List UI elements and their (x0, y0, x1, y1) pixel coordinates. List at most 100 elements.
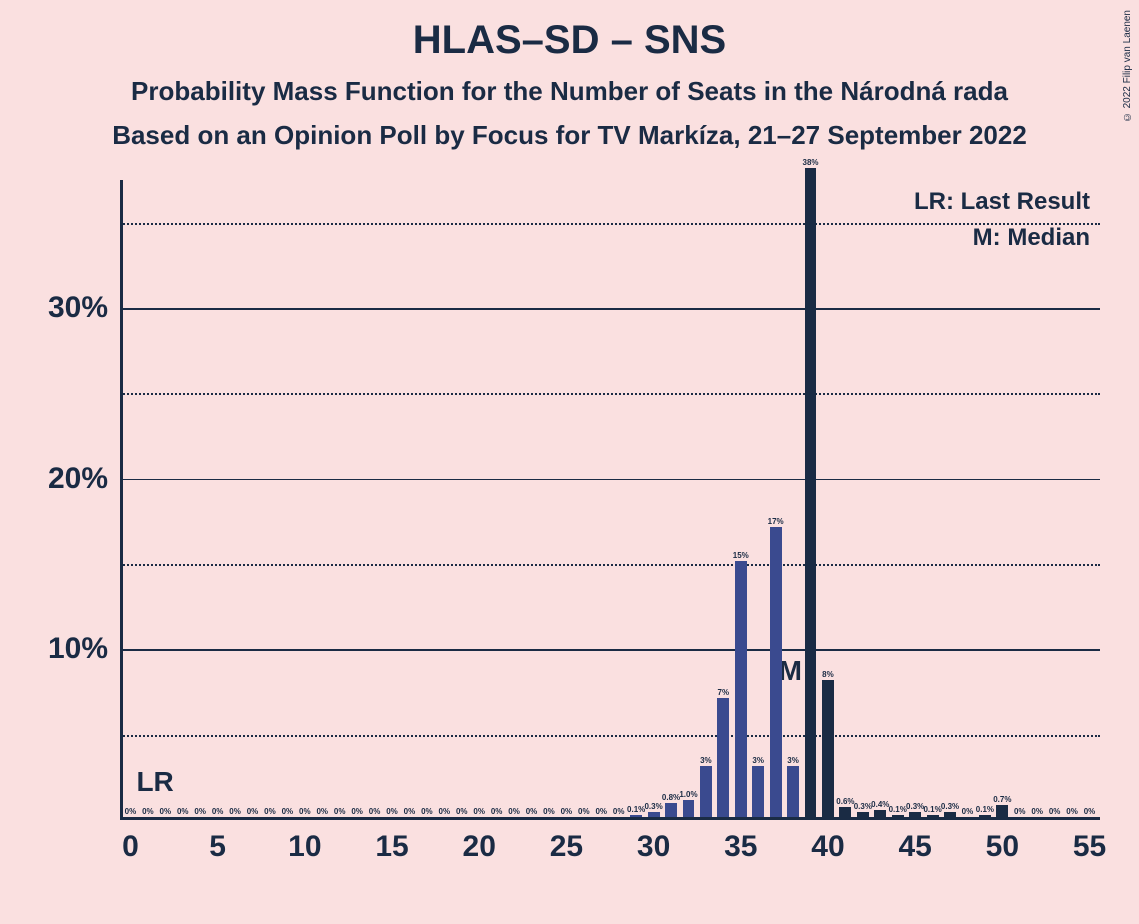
bar-value-label: 1.0% (679, 790, 697, 799)
x-tick-label: 25 (550, 830, 583, 864)
bar-value-label: 17% (768, 517, 784, 526)
pmf-bar: 7% (717, 698, 729, 817)
bar-value-label: 0.1% (627, 805, 645, 814)
grid-minor (120, 393, 1100, 395)
bar-value-label: 0.8% (662, 793, 680, 802)
bar-value-label: 0% (194, 807, 206, 816)
pmf-bar: 0.3% (857, 812, 869, 817)
bar-value-label: 15% (733, 551, 749, 560)
y-tick-label: 10% (48, 632, 108, 666)
x-tick-label: 55 (1073, 830, 1106, 864)
bar-value-label: 0% (543, 807, 555, 816)
pmf-bar: 0.4% (874, 810, 886, 817)
bar-value-label: 0.1% (923, 805, 941, 814)
pmf-bar: 0.6% (839, 807, 851, 817)
bar-value-label: 0% (142, 807, 154, 816)
chart-title-main: HLAS–SD – SNS (0, 18, 1139, 63)
y-axis-line (120, 180, 123, 820)
bar-value-label: 0% (160, 807, 172, 816)
x-axis-line (120, 817, 1100, 820)
bar-value-label: 0% (1014, 807, 1026, 816)
grid-major (120, 308, 1100, 310)
bar-value-label: 0.3% (906, 802, 924, 811)
pmf-bar: 1.0% (683, 800, 695, 817)
bar-value-label: 0% (421, 807, 433, 816)
grid-major (120, 479, 1100, 481)
bar-value-label: 0% (1031, 807, 1043, 816)
bar-value-label: 8% (822, 670, 834, 679)
pmf-bar: 0.1% (630, 815, 642, 817)
pmf-bar: 8% (822, 680, 834, 817)
x-tick-label: 40 (811, 830, 844, 864)
bar-value-label: 3% (752, 756, 764, 765)
pmf-bar: 15% (735, 561, 747, 817)
chart-subtitle-1: Probability Mass Function for the Number… (0, 76, 1139, 107)
y-tick-label: 20% (48, 462, 108, 496)
bar-value-label: 0% (247, 807, 259, 816)
pmf-bar: 3% (700, 766, 712, 817)
pmf-bar: 0.7% (996, 805, 1008, 817)
x-tick-label: 30 (637, 830, 670, 864)
bar-value-label: 38% (803, 158, 819, 167)
x-tick-label: 45 (898, 830, 931, 864)
pmf-bar: 0.3% (909, 812, 921, 817)
bar-value-label: 0% (282, 807, 294, 816)
pmf-bar: 0.1% (979, 815, 991, 817)
plot-area: LR: Last Result M: Median LR M 10%20%30%… (120, 180, 1100, 820)
pmf-bar: 0.1% (927, 815, 939, 817)
x-tick-label: 5 (209, 830, 226, 864)
bar-value-label: 0% (595, 807, 607, 816)
bar-value-label: 0% (962, 807, 974, 816)
bar-value-label: 7% (718, 688, 730, 697)
bar-value-label: 0% (212, 807, 224, 816)
pmf-bar: 0.3% (648, 812, 660, 817)
bar-value-label: 0% (386, 807, 398, 816)
x-tick-label: 15 (375, 830, 408, 864)
bar-value-label: 0% (491, 807, 503, 816)
bar-value-label: 0% (473, 807, 485, 816)
pmf-bar: 17% (770, 527, 782, 817)
bar-value-label: 0% (334, 807, 346, 816)
bar-value-label: 0% (316, 807, 328, 816)
bar-value-label: 3% (787, 756, 799, 765)
bar-value-label: 0% (508, 807, 520, 816)
pmf-bar: 38% (805, 168, 817, 817)
pmf-bar: 3% (752, 766, 764, 817)
pmf-bar: 0.1% (892, 815, 904, 817)
m-marker: M (779, 655, 802, 687)
bar-value-label: 0.4% (871, 800, 889, 809)
bar-value-label: 0% (561, 807, 573, 816)
bar-value-label: 0% (299, 807, 311, 816)
bar-value-label: 0.1% (889, 805, 907, 814)
bar-value-label: 0.7% (993, 795, 1011, 804)
legend-lr: LR: Last Result (914, 188, 1090, 216)
bar-value-label: 0.3% (644, 802, 662, 811)
pmf-bar: 3% (787, 766, 799, 817)
bar-value-label: 0% (1066, 807, 1078, 816)
bar-value-label: 0.1% (976, 805, 994, 814)
bar-value-label: 3% (700, 756, 712, 765)
bar-value-label: 0% (578, 807, 590, 816)
bar-value-label: 0% (229, 807, 241, 816)
grid-major (120, 649, 1100, 651)
x-tick-label: 10 (288, 830, 321, 864)
bar-value-label: 0% (613, 807, 625, 816)
bar-value-label: 0% (351, 807, 363, 816)
x-tick-label: 20 (463, 830, 496, 864)
grid-minor (120, 735, 1100, 737)
grid-minor (120, 223, 1100, 225)
bar-value-label: 0% (1049, 807, 1061, 816)
legend-m: M: Median (973, 224, 1090, 252)
chart-subtitle-2: Based on an Opinion Poll by Focus for TV… (0, 120, 1139, 151)
bar-value-label: 0.6% (836, 797, 854, 806)
bar-value-label: 0.3% (941, 802, 959, 811)
bar-value-label: 0% (369, 807, 381, 816)
pmf-bar: 0.3% (944, 812, 956, 817)
y-tick-label: 30% (48, 291, 108, 325)
bar-value-label: 0% (264, 807, 276, 816)
x-tick-label: 35 (724, 830, 757, 864)
x-tick-label: 50 (986, 830, 1019, 864)
bar-value-label: 0% (1084, 807, 1096, 816)
lr-marker: LR (136, 766, 173, 798)
grid-minor (120, 564, 1100, 566)
